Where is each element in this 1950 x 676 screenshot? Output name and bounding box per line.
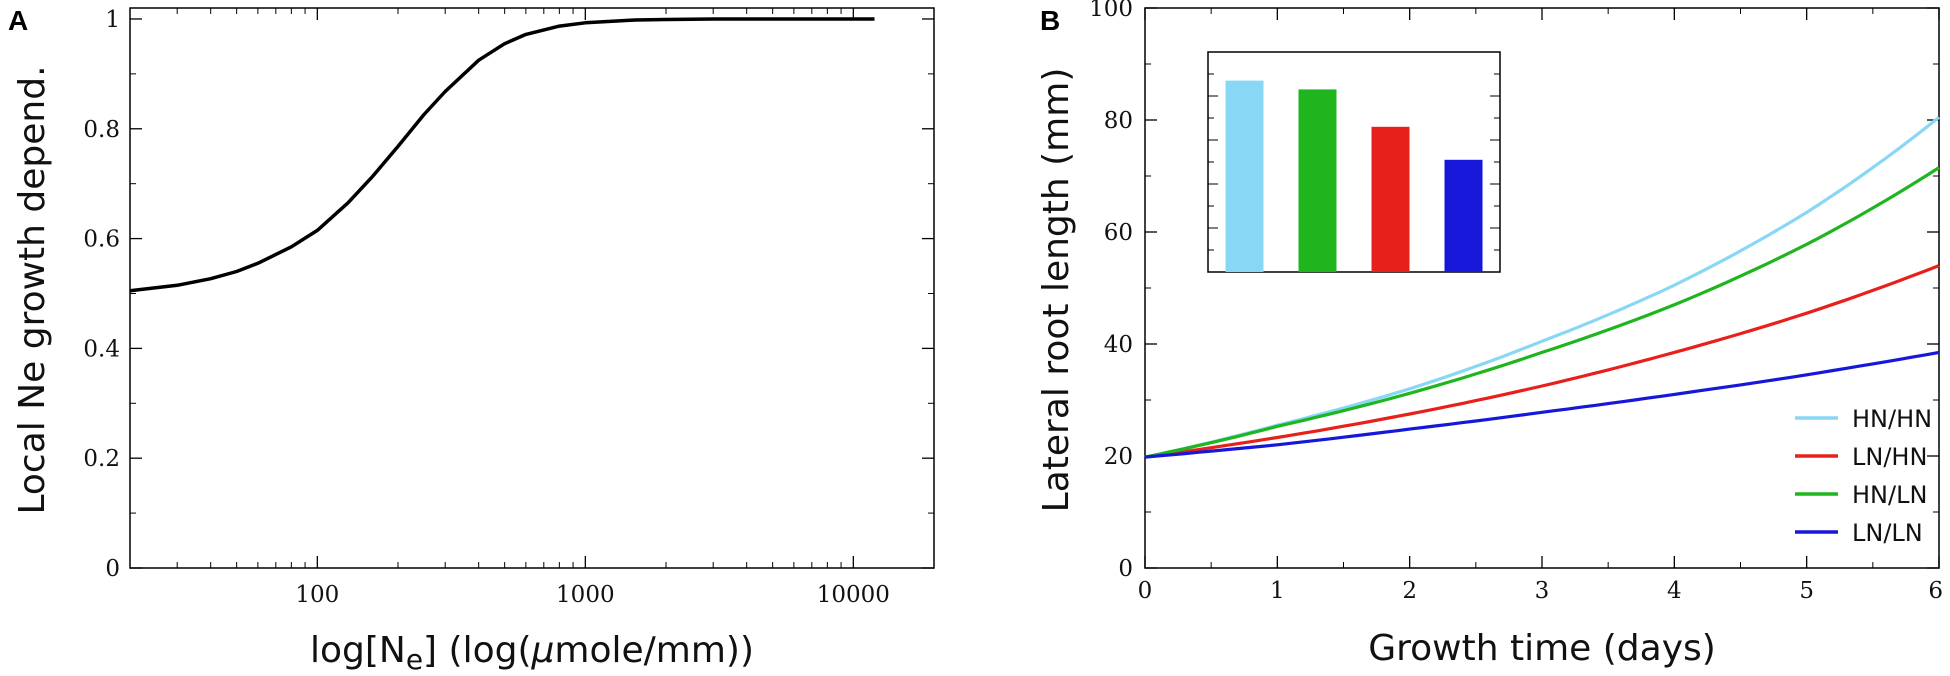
a-xtick-label: 100 [295, 582, 339, 608]
b-ytick-label: 0 [1118, 556, 1133, 582]
inset-bar-ln-ln [1444, 159, 1483, 272]
a-ytick-label: 0.8 [83, 117, 120, 143]
a-ytick-label: 0.6 [83, 227, 120, 253]
panel-b-legend: HN/HN LN/HN HN/LN LN/LN [1795, 405, 1932, 547]
inset-bar-ln-hn [1371, 126, 1410, 272]
panel-a-chart: 100 1000 10000 0 0.2 0.4 0.6 0.8 1 log[Ne] (log(… [12, 7, 935, 676]
panel-a-ylabel: Local Ne growth depend. [12, 65, 53, 514]
b-series-line-ln-hn [1144, 264, 1940, 459]
b-xtick-label: 5 [1799, 578, 1814, 604]
b-series-line-ln-ln [1144, 350, 1940, 459]
panel-a-xlabel: log[Ne] (log(μmole/mm)) [310, 630, 754, 676]
b-ytick-label: 80 [1104, 108, 1133, 134]
b-xtick-label: 0 [1138, 578, 1153, 604]
b-xtick-label: 3 [1535, 578, 1550, 604]
a-ytick-label: 0.2 [83, 446, 120, 472]
panel-a-frame [129, 7, 935, 569]
inset-bar-hn-ln [1298, 89, 1337, 273]
legend-label: HN/LN [1852, 481, 1927, 509]
b-xtick-label: 4 [1667, 578, 1682, 604]
b-ytick-label: 100 [1089, 0, 1133, 22]
panel-b-ylabel: Lateral root length (mm) [1036, 68, 1077, 513]
b-ytick-label: 40 [1104, 332, 1133, 358]
a-xtick-label: 1000 [556, 582, 615, 608]
b-xtick-label: 1 [1270, 578, 1285, 604]
b-series-line-hn-ln [1144, 166, 1940, 459]
inset-bar-hn-hn [1225, 80, 1264, 272]
legend-label: HN/HN [1852, 405, 1932, 433]
legend-label: LN/LN [1852, 519, 1923, 547]
panel-b-letter: B [1040, 5, 1060, 36]
b-xtick-label: 2 [1402, 578, 1417, 604]
panel-b-inset [1207, 51, 1501, 273]
b-ytick-label: 60 [1104, 220, 1133, 246]
a-ytick-label: 1 [105, 7, 120, 33]
legend-label: LN/HN [1852, 443, 1927, 471]
b-ytick-label: 20 [1104, 444, 1133, 470]
a-ytick-label: 0.4 [83, 336, 120, 362]
a-ytick-label: 0 [105, 556, 120, 582]
b-xtick-label: 6 [1928, 578, 1943, 604]
panel-a-letter: A [8, 5, 28, 36]
a-series-line [129, 17, 875, 293]
a-xtick-label: 10000 [817, 582, 890, 608]
panel-b-xlabel: Growth time (days) [1368, 628, 1716, 669]
